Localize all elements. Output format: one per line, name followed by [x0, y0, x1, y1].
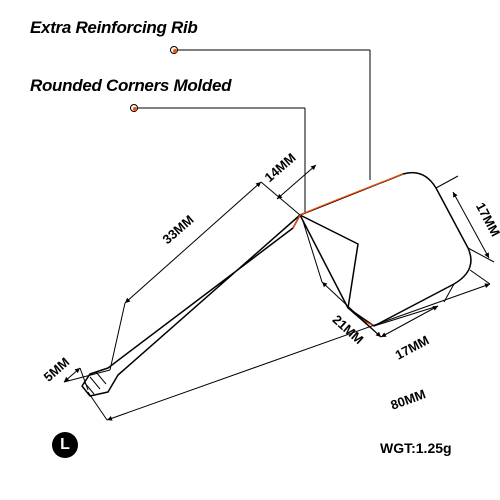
- bullet-icon: [130, 104, 138, 112]
- callout-round: Rounded Corners Molded: [30, 76, 231, 96]
- size-badge: L: [52, 432, 78, 458]
- bullet-icon: [170, 46, 178, 54]
- size-badge-text: L: [60, 436, 70, 453]
- diagram-svg: [0, 0, 500, 500]
- weight-label: WGT:1.25g: [380, 440, 452, 456]
- callout-round-text: Rounded Corners Molded: [30, 76, 231, 95]
- callout-rib-text: Extra Reinforcing Rib: [30, 18, 198, 37]
- callout-rib: Extra Reinforcing Rib: [30, 18, 198, 38]
